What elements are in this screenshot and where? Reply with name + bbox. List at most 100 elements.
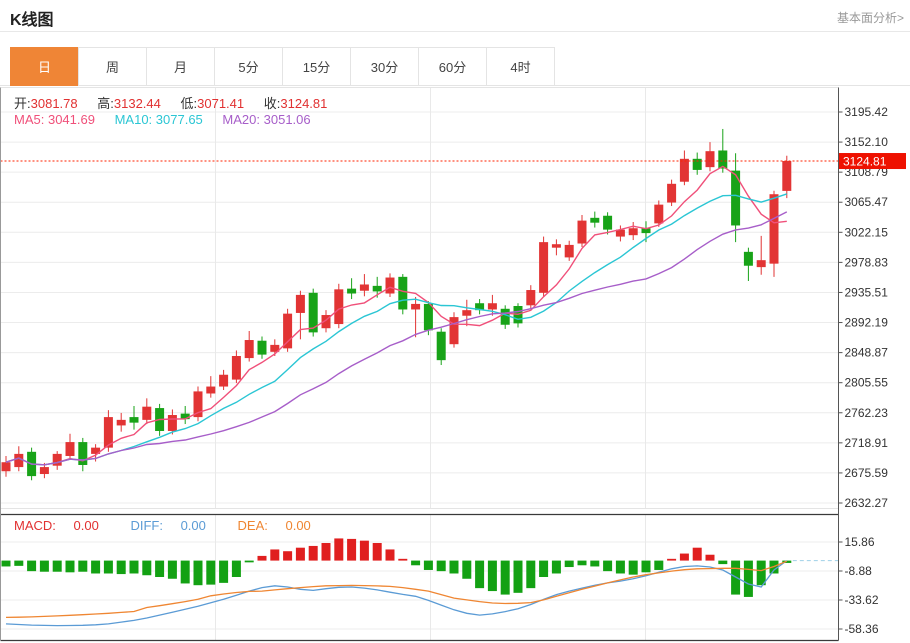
macd-hist-bar	[321, 543, 331, 561]
candle-up	[142, 406, 152, 420]
macd-axis-label: -8.88	[845, 564, 873, 578]
candle-down	[180, 413, 190, 420]
macd-hist-bar	[347, 538, 357, 561]
macd-hist-bar	[654, 560, 664, 570]
candle-down	[372, 285, 382, 292]
candle-down	[436, 331, 446, 361]
candle-down	[692, 158, 702, 170]
macd-hist-bar	[398, 558, 408, 561]
fundamental-analysis-link[interactable]: 基本面分析>	[836, 11, 904, 25]
price-axis-label: 2718.91	[845, 436, 889, 450]
macd-hist-bar	[257, 555, 267, 561]
macd-hist-bar	[116, 560, 126, 575]
macd-hist-bar	[206, 560, 216, 585]
macd-hist-bar	[52, 560, 62, 572]
candle-up	[679, 158, 689, 182]
macd-value: 0.00	[73, 518, 99, 533]
candle-up	[615, 229, 625, 237]
candle-up	[539, 242, 549, 293]
candle-up	[283, 313, 293, 349]
tab-4hour[interactable]: 4时	[486, 47, 555, 86]
candle-up	[577, 220, 587, 244]
macd-hist-bar	[475, 560, 485, 589]
macd-hist-bar	[65, 560, 75, 573]
macd-hist-bar	[743, 560, 753, 597]
tab-30min[interactable]: 30分	[350, 47, 419, 86]
candle-up	[295, 294, 305, 313]
candle-up	[52, 453, 62, 466]
candle-up	[206, 386, 216, 394]
macd-hist-bar	[513, 560, 523, 593]
macd-hist-bar	[14, 560, 24, 566]
candle-up	[193, 391, 203, 418]
candle-up	[449, 317, 459, 345]
candle-up	[385, 277, 395, 294]
candle-up	[628, 228, 638, 236]
macd-hist-bar	[283, 551, 293, 561]
dea-line	[5, 560, 788, 619]
macd-hist-bar	[231, 560, 241, 578]
page-title: K线图	[10, 12, 54, 29]
candle-down	[129, 417, 139, 423]
tab-day[interactable]: 日	[10, 47, 79, 86]
ma20-value: 3051.06	[263, 112, 311, 127]
price-axis-label: 3065.47	[845, 195, 889, 209]
ma10-value: 3077.65	[155, 112, 203, 127]
candle-up	[411, 303, 421, 310]
ma20-line	[5, 211, 788, 466]
candle-up	[564, 244, 574, 258]
candle-up	[667, 183, 677, 203]
dea-label: DEA:	[237, 518, 268, 533]
macd-hist-bar	[705, 554, 715, 561]
candle-up	[116, 419, 126, 426]
macd-hist-bar	[692, 547, 702, 561]
low-label: 低:	[180, 96, 198, 111]
candle-up	[334, 289, 344, 325]
macd-readout: MACD: 0.00 DIFF: 0.00 DEA: 0.00	[14, 518, 339, 533]
candle-up	[756, 260, 766, 268]
candle-up	[487, 303, 497, 310]
high-value: 3132.44	[113, 96, 161, 111]
macd-hist-bar	[180, 560, 190, 584]
candle-up	[244, 340, 254, 359]
candle-up	[14, 453, 24, 468]
ohlc-readout: 开:3081.78 高:3132.44 低:3071.41 收:3124.81	[14, 93, 343, 112]
candle-down	[731, 170, 741, 226]
tab-month[interactable]: 月	[146, 47, 215, 86]
macd-hist-bar	[167, 560, 177, 579]
tab-week[interactable]: 周	[78, 47, 147, 86]
candle-down	[257, 340, 267, 355]
ma5-value: 3041.69	[47, 112, 95, 127]
candle-up	[231, 355, 241, 380]
ma-readout: MA5: 3041.69 MA10: 3077.65 MA20: 3051.06	[14, 112, 327, 127]
candle-down	[603, 215, 613, 230]
open-label: 开:	[14, 96, 31, 111]
candle-down	[718, 150, 728, 169]
candle-down	[398, 276, 408, 310]
macd-hist-bar	[641, 560, 651, 573]
macd-hist-bar	[244, 560, 254, 563]
ma5-line	[5, 165, 787, 466]
high-label: 高:	[97, 96, 114, 111]
price-axis-label: 3022.15	[845, 225, 889, 239]
macd-hist-bar	[219, 560, 229, 583]
candle-up	[321, 315, 331, 329]
macd-hist-bar	[500, 560, 510, 595]
tab-15min[interactable]: 15分	[282, 47, 351, 86]
macd-hist-bar	[756, 560, 766, 586]
close-label: 收:	[263, 96, 281, 111]
candle-up	[167, 415, 177, 431]
macd-hist-bar	[91, 560, 101, 574]
macd-axis-label: -58.36	[845, 622, 879, 636]
macd-hist-bar	[39, 560, 49, 572]
candle-down	[475, 303, 485, 311]
candle-up	[462, 310, 472, 316]
macd-hist-bar	[103, 560, 113, 574]
macd-hist-bar	[551, 560, 561, 574]
price-axis-label: 2632.27	[845, 496, 889, 510]
candle-up	[654, 204, 664, 224]
tab-5min[interactable]: 5分	[214, 47, 283, 86]
tab-60min[interactable]: 60分	[418, 47, 487, 86]
price-axis-label: 2935.51	[845, 285, 889, 299]
